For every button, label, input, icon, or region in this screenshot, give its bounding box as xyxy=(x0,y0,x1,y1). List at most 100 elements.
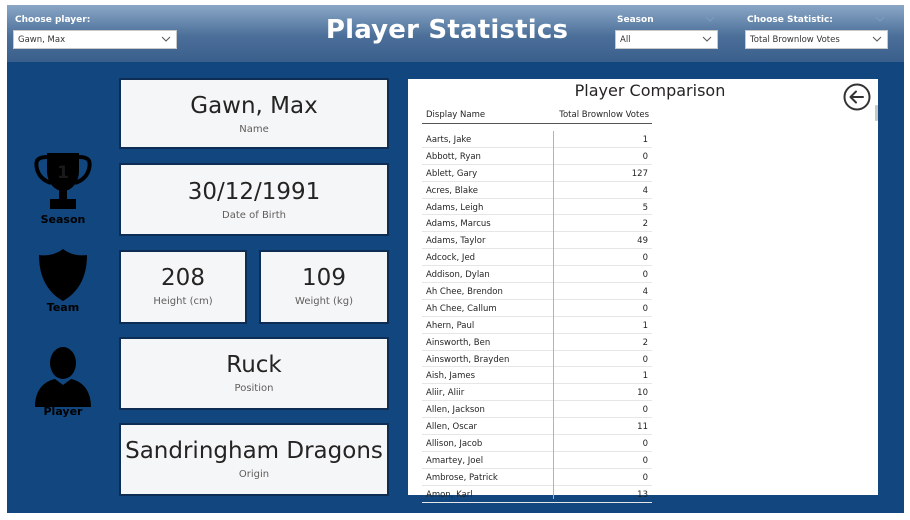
position-value: Ruck xyxy=(226,352,282,378)
table-row[interactable]: Amartey, Joel 0 xyxy=(422,452,652,469)
origin-label: Origin xyxy=(238,469,270,480)
cell-total-brownlow-votes: 0 xyxy=(642,151,648,162)
statistic-slicer-label: Choose Statistic: xyxy=(747,15,833,25)
cell-total-brownlow-votes: 0 xyxy=(642,455,648,466)
cell-display-name: Abbott, Ryan xyxy=(426,151,481,162)
cell-display-name: Amartey, Joel xyxy=(426,455,484,466)
chevron-down-icon xyxy=(872,36,882,42)
cell-display-name: Ambrose, Patrick xyxy=(426,472,498,483)
season-slicer-label: Season xyxy=(617,15,654,25)
player-dropdown-value: Gawn, Max xyxy=(18,35,66,45)
dob-value: 30/12/1991 xyxy=(187,179,321,205)
table-header: Display Name Total Brownlow Votes xyxy=(422,103,652,124)
table-row[interactable]: Ainsworth, Ben 2 xyxy=(422,334,652,351)
table-row[interactable]: Acres, Blake 4 xyxy=(422,182,652,199)
cell-display-name: Ainsworth, Brayden xyxy=(426,354,510,365)
cell-total-brownlow-votes: 4 xyxy=(642,287,648,298)
table-row[interactable]: Ah Chee, Brendon 4 xyxy=(422,283,652,300)
cell-display-name: Adams, Taylor xyxy=(426,236,486,247)
origin-value: Sandringham Dragons xyxy=(125,438,383,464)
person-silhouette-icon xyxy=(35,347,91,407)
name-label: Name xyxy=(239,124,269,135)
table-row[interactable]: Ambrose, Patrick 0 xyxy=(422,469,652,486)
cell-total-brownlow-votes: 0 xyxy=(642,253,648,264)
table-row[interactable]: Allison, Jacob 0 xyxy=(422,435,652,452)
cell-total-brownlow-votes: 11 xyxy=(637,422,648,433)
cell-total-brownlow-votes: 5 xyxy=(642,202,648,213)
statistic-dropdown[interactable]: Total Brownlow Votes xyxy=(745,30,888,49)
cell-display-name: Aarts, Jake xyxy=(426,135,472,145)
cell-display-name: Acres, Blake xyxy=(426,185,478,196)
table-row[interactable]: Allen, Jackson 0 xyxy=(422,401,652,419)
comparison-table: Display Name Total Brownlow Votes Aarts,… xyxy=(422,103,652,503)
table-row[interactable]: Aarts, Jake 1 xyxy=(422,131,652,148)
table-row[interactable]: Adams, Taylor 49 xyxy=(422,232,652,250)
cell-total-brownlow-votes: 49 xyxy=(637,236,648,247)
table-row[interactable]: Adams, Leigh 5 xyxy=(422,199,652,216)
cell-display-name: Adcock, Jed xyxy=(426,253,476,264)
cell-total-brownlow-votes: 1 xyxy=(642,320,648,331)
cell-display-name: Allen, Jackson xyxy=(426,405,485,416)
cell-display-name: Allen, Oscar xyxy=(426,422,478,433)
cell-total-brownlow-votes: 0 xyxy=(642,303,648,314)
position-label: Position xyxy=(234,383,274,394)
table-row[interactable]: Ahern, Paul 1 xyxy=(422,317,652,334)
trophy-icon: 1 xyxy=(34,153,92,209)
chevron-down-icon xyxy=(161,36,171,42)
team-icon-label: Team xyxy=(46,301,80,314)
table-row[interactable]: Ainsworth, Brayden 0 xyxy=(422,351,652,368)
column-header-display-name[interactable]: Display Name xyxy=(426,110,486,120)
height-value: 208 xyxy=(161,265,205,291)
dob-label: Date of Birth xyxy=(222,210,286,221)
comparison-title: Player Comparison xyxy=(574,81,726,100)
weight-value: 109 xyxy=(302,265,346,291)
cell-total-brownlow-votes: 0 xyxy=(642,354,648,365)
chevron-down-icon xyxy=(702,36,712,42)
name-value: Gawn, Max xyxy=(190,93,318,119)
table-row[interactable]: Amon, Karl 13 xyxy=(422,486,652,503)
cell-display-name: Adams, Leigh xyxy=(426,202,484,213)
header-banner: Choose player: Gawn, Max Player Statisti… xyxy=(7,5,904,62)
cell-total-brownlow-votes: 2 xyxy=(642,337,648,348)
table-row[interactable]: Adams, Marcus 2 xyxy=(422,215,652,233)
table-row[interactable]: Ah Chee, Callum 0 xyxy=(422,300,652,317)
table-row[interactable]: Ablett, Gary 127 xyxy=(422,165,652,182)
cell-display-name: Ablett, Gary xyxy=(426,168,478,179)
name-card: Gawn, Max Name xyxy=(119,78,389,149)
player-dropdown[interactable]: Gawn, Max xyxy=(13,30,177,49)
cell-total-brownlow-votes: 0 xyxy=(642,439,648,450)
table-row[interactable]: Aliir, Aliir 10 xyxy=(422,384,652,402)
cell-display-name: Aish, James xyxy=(426,371,476,382)
chevron-down-icon[interactable] xyxy=(705,14,715,24)
cell-total-brownlow-votes: 10 xyxy=(637,388,648,399)
table-row[interactable]: Allen, Oscar 11 xyxy=(422,418,652,436)
back-arrow-icon[interactable] xyxy=(842,82,872,112)
cell-display-name: Ah Chee, Callum xyxy=(426,303,497,314)
cell-total-brownlow-votes: 1 xyxy=(642,371,648,382)
chevron-down-icon[interactable] xyxy=(875,14,885,24)
player-slicer-label: Choose player: xyxy=(15,15,91,25)
cell-display-name: Amon, Karl xyxy=(426,489,473,500)
season-dropdown[interactable]: All xyxy=(615,30,718,49)
season-dropdown-value: All xyxy=(620,35,631,45)
cell-display-name: Allison, Jacob xyxy=(426,439,483,450)
weight-card: 109 Weight (kg) xyxy=(259,250,389,324)
weight-label: Weight (kg) xyxy=(295,296,353,307)
cell-total-brownlow-votes: 13 xyxy=(637,489,648,500)
cell-total-brownlow-votes: 0 xyxy=(642,270,648,281)
column-header-total-brownlow-votes[interactable]: Total Brownlow Votes xyxy=(559,110,649,120)
table-row[interactable]: Aish, James 1 xyxy=(422,367,652,385)
page-title: Player Statistics xyxy=(325,15,569,45)
season-icon-group: 1 Season xyxy=(23,149,103,226)
table-scrollbar[interactable] xyxy=(875,105,878,121)
table-row[interactable]: Abbott, Ryan 0 xyxy=(422,148,652,165)
cell-display-name: Aliir, Aliir xyxy=(426,388,465,399)
team-icon-group: Team xyxy=(23,247,103,314)
table-row[interactable]: Adcock, Jed 0 xyxy=(422,249,652,267)
cell-total-brownlow-votes: 127 xyxy=(631,168,648,179)
table-row[interactable]: Addison, Dylan 0 xyxy=(422,266,652,284)
cell-total-brownlow-votes: 4 xyxy=(642,185,648,196)
cell-display-name: Addison, Dylan xyxy=(426,270,490,281)
cell-display-name: Ah Chee, Brendon xyxy=(426,287,503,298)
player-icon-label: Player xyxy=(43,405,83,418)
